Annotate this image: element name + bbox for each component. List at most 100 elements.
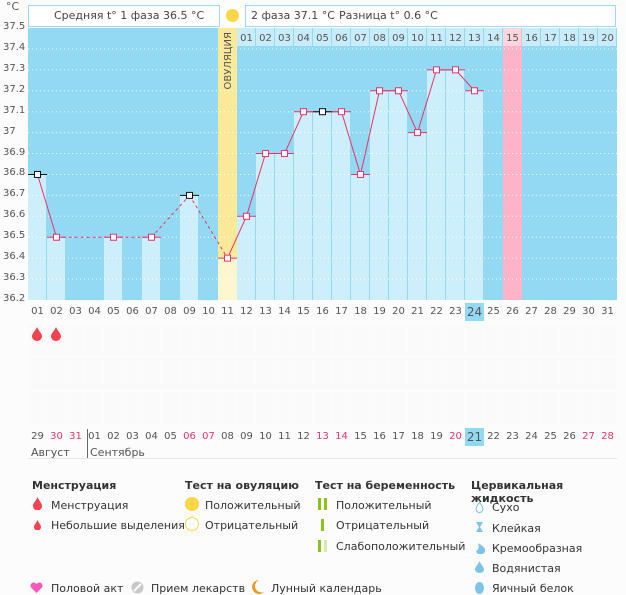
symptom-cell[interactable]	[123, 324, 141, 356]
x-tick-label[interactable]: 12	[240, 306, 253, 317]
calendar-date[interactable]: 31	[69, 431, 82, 442]
x-tick-label[interactable]: 08	[164, 306, 177, 317]
calendar-date[interactable]: 04	[145, 431, 158, 442]
symptom-cell[interactable]	[579, 358, 597, 390]
symptom-cell[interactable]	[541, 358, 559, 390]
calendar-date[interactable]: 13	[316, 431, 329, 442]
symptom-cell[interactable]	[579, 324, 597, 356]
symptom-cell[interactable]	[484, 324, 502, 356]
symptom-cell[interactable]	[484, 358, 502, 390]
symptom-cell[interactable]	[66, 392, 84, 424]
x-tick-label[interactable]: 29	[563, 306, 576, 317]
x-tick-label[interactable]: 30	[582, 306, 595, 317]
symptom-cell[interactable]	[218, 392, 236, 424]
symptom-cell[interactable]	[104, 358, 122, 390]
calendar-date[interactable]: 12	[297, 431, 310, 442]
symptom-cell[interactable]	[199, 358, 217, 390]
symptom-cell[interactable]	[256, 392, 274, 424]
symptom-cell[interactable]	[465, 392, 483, 424]
symptom-cell[interactable]	[142, 392, 160, 424]
x-tick-label[interactable]: 05	[107, 306, 120, 317]
symptom-cell[interactable]	[161, 392, 179, 424]
symptom-cell[interactable]	[503, 358, 521, 390]
symptom-cell[interactable]	[104, 392, 122, 424]
symptom-cell[interactable]	[484, 392, 502, 424]
symptom-cell[interactable]	[351, 358, 369, 390]
symptom-cell[interactable]	[465, 324, 483, 356]
symptom-cell[interactable]	[427, 358, 445, 390]
symptom-cell[interactable]	[332, 392, 350, 424]
symptom-cell[interactable]	[522, 392, 540, 424]
calendar-date[interactable]: 09	[240, 431, 253, 442]
symptom-cell[interactable]	[294, 358, 312, 390]
calendar-date[interactable]: 17	[392, 431, 405, 442]
x-tick-label[interactable]: 25	[487, 306, 500, 317]
calendar-date[interactable]: 07	[202, 431, 215, 442]
calendar-date[interactable]: 10	[259, 431, 272, 442]
calendar-date[interactable]: 24	[525, 431, 538, 442]
symptom-cell[interactable]	[598, 392, 616, 424]
x-tick-label[interactable]: 01	[31, 306, 44, 317]
symptom-cell[interactable]	[218, 324, 236, 356]
symptom-cell[interactable]	[522, 324, 540, 356]
symptom-cell[interactable]	[446, 392, 464, 424]
symptom-cell[interactable]	[66, 358, 84, 390]
symptom-cell[interactable]	[408, 358, 426, 390]
symptom-cell[interactable]	[142, 324, 160, 356]
x-tick-label[interactable]: 07	[145, 306, 158, 317]
symptom-cell[interactable]	[218, 358, 236, 390]
x-tick-label[interactable]: 28	[544, 306, 557, 317]
calendar-date[interactable]: 28	[601, 431, 614, 442]
menstruation-drop-icon[interactable]	[32, 327, 42, 341]
x-tick-label[interactable]: 20	[392, 306, 405, 317]
symptom-cell[interactable]	[446, 324, 464, 356]
symptom-cell[interactable]	[560, 324, 578, 356]
calendar-date[interactable]: 02	[107, 431, 120, 442]
symptom-cell[interactable]	[161, 324, 179, 356]
symptom-cell[interactable]	[389, 324, 407, 356]
symptom-cell[interactable]	[104, 324, 122, 356]
x-tick-label[interactable]: 11	[221, 306, 234, 317]
menstruation-drop-icon[interactable]	[51, 327, 61, 341]
symptom-cell[interactable]	[313, 324, 331, 356]
symptom-cell[interactable]	[541, 324, 559, 356]
symptom-cell[interactable]	[28, 392, 46, 424]
symptom-cell[interactable]	[28, 358, 46, 390]
calendar-date[interactable]: 15	[354, 431, 367, 442]
x-tick-label[interactable]: 02	[50, 306, 63, 317]
symptom-cell[interactable]	[351, 392, 369, 424]
symptom-cell[interactable]	[199, 392, 217, 424]
x-tick-label[interactable]: 06	[126, 306, 139, 317]
symptom-cell[interactable]	[370, 324, 388, 356]
symptom-cell[interactable]	[294, 324, 312, 356]
symptom-cell[interactable]	[237, 358, 255, 390]
symptom-cell[interactable]	[313, 392, 331, 424]
symptom-cell[interactable]	[275, 392, 293, 424]
x-tick-label[interactable]: 26	[506, 306, 519, 317]
symptom-cell[interactable]	[85, 392, 103, 424]
symptom-cell[interactable]	[351, 324, 369, 356]
symptom-cell[interactable]	[598, 324, 616, 356]
symptom-cell[interactable]	[237, 324, 255, 356]
symptom-cell[interactable]	[142, 358, 160, 390]
calendar-date[interactable]: 18	[411, 431, 424, 442]
symptom-cell[interactable]	[180, 392, 198, 424]
symptom-cell[interactable]	[408, 324, 426, 356]
symptom-cell[interactable]	[541, 392, 559, 424]
symptom-cell[interactable]	[427, 392, 445, 424]
symptom-cell[interactable]	[237, 392, 255, 424]
symptom-cell[interactable]	[47, 358, 65, 390]
symptom-cell[interactable]	[446, 358, 464, 390]
symptom-cell[interactable]	[503, 392, 521, 424]
symptom-cell[interactable]	[256, 358, 274, 390]
symptom-cell[interactable]	[522, 358, 540, 390]
x-tick-label[interactable]: 18	[354, 306, 367, 317]
symptom-cell[interactable]	[465, 358, 483, 390]
symptom-cell[interactable]	[85, 324, 103, 356]
x-tick-label[interactable]: 27	[525, 306, 538, 317]
symptom-cell[interactable]	[313, 358, 331, 390]
x-tick-label[interactable]: 04	[88, 306, 101, 317]
symptom-cell[interactable]	[560, 392, 578, 424]
x-tick-label[interactable]: 17	[335, 306, 348, 317]
calendar-date[interactable]: 06	[183, 431, 196, 442]
